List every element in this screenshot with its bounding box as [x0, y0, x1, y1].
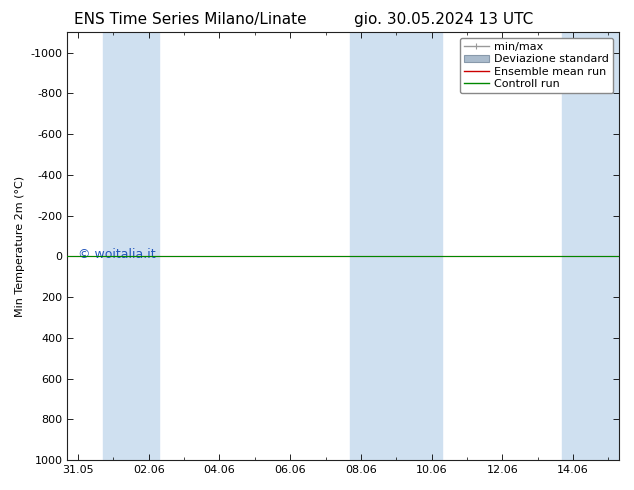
Y-axis label: Min Temperature 2m (°C): Min Temperature 2m (°C) [15, 175, 25, 317]
Text: gio. 30.05.2024 13 UTC: gio. 30.05.2024 13 UTC [354, 12, 533, 27]
Bar [103, 32, 159, 460]
Legend: min/max, Deviazione standard, Ensemble mean run, Controll run: min/max, Deviazione standard, Ensemble m… [460, 38, 614, 93]
Text: ENS Time Series Milano/Linate: ENS Time Series Milano/Linate [74, 12, 306, 27]
Bar [562, 32, 619, 460]
Bar [350, 32, 442, 460]
Text: © woitalia.it: © woitalia.it [79, 248, 156, 261]
